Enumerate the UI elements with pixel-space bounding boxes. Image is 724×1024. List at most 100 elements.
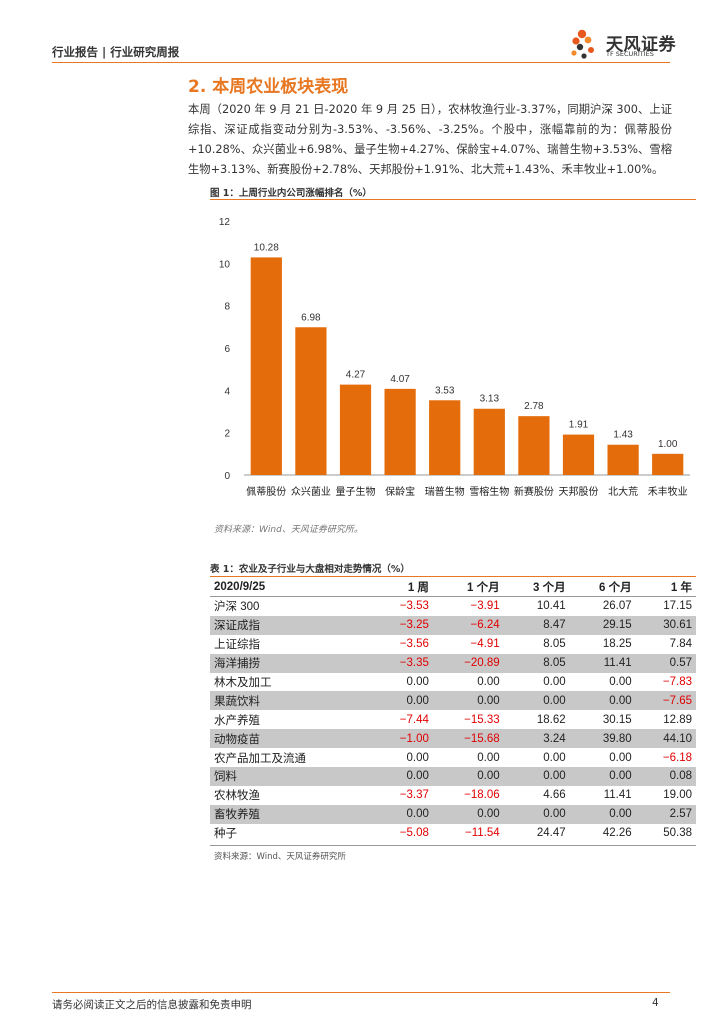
table-cell: −7.83 bbox=[662, 676, 692, 688]
table-row-label: 上证综指 bbox=[214, 639, 260, 652]
table-cell: 0.57 bbox=[635, 653, 696, 673]
report-category: 行业报告 | 行业研究周报 bbox=[52, 45, 180, 59]
table-row-label: 海洋捕捞 bbox=[210, 653, 373, 673]
table-cell: 12.89 bbox=[663, 713, 692, 726]
bar-value-label: 1.43 bbox=[613, 430, 633, 441]
table-cell: 0.00 bbox=[432, 767, 504, 786]
figure-source: 资料来源：Wind、天风证券研究所。 bbox=[214, 525, 363, 535]
table-cell: −1.00 bbox=[372, 729, 433, 749]
y-tick-label: 4 bbox=[224, 386, 230, 397]
x-tick-label: 瑞普生物 bbox=[425, 485, 465, 498]
table-cell: −7.65 bbox=[635, 691, 696, 711]
table-header-cell: 1 个月 bbox=[432, 578, 504, 597]
table-row: 深证成指 −3.25 −6.24 8.47 29.15 30.61 bbox=[210, 615, 696, 635]
table-cell: 0.00 bbox=[406, 676, 429, 688]
bar bbox=[384, 388, 416, 475]
table-cell: −18.06 bbox=[464, 789, 500, 802]
bar bbox=[250, 257, 282, 475]
bar-value-label: 1.00 bbox=[658, 439, 678, 450]
footer-disclaimer: 请务必阅读正文之后的信息披露和免责申明 bbox=[52, 999, 252, 1011]
table-header-cell: 3 个月 bbox=[503, 578, 570, 597]
table-cell: 0.00 bbox=[503, 767, 570, 786]
table-cell: −3.25 bbox=[372, 615, 433, 635]
table-row: 动物疫苗 −1.00 −15.68 3.24 39.80 44.10 bbox=[210, 729, 696, 749]
table-cell: 0.00 bbox=[477, 676, 500, 688]
table-header-cell: 1 年 bbox=[635, 578, 696, 597]
table-row-label: 种子 bbox=[214, 828, 237, 841]
bar bbox=[652, 453, 684, 475]
section-body-paragraph: 本周（2020 年 9 月 21 日-2020 年 9 月 25 日），农林牧渔… bbox=[188, 103, 672, 176]
table-row-label: 动物疫苗 bbox=[210, 729, 373, 749]
table-row: 饲料 0.00 0.00 0.00 0.00 0.08 bbox=[210, 767, 696, 786]
bar bbox=[562, 434, 595, 475]
table-row-label: 农产品加工及流通 bbox=[214, 752, 306, 765]
logo-chinese-name: 天风证券 bbox=[606, 35, 676, 55]
table-row: 农林牧渔 −3.37 −18.06 4.66 11.41 19.00 bbox=[210, 786, 696, 805]
tf-securities-logo-icon bbox=[571, 29, 594, 59]
table-header-cell: 1 周 bbox=[372, 578, 433, 597]
table-title: 表 1：农业及子行业与大盘相对走势情况（%） bbox=[210, 564, 410, 575]
table-row-label: 果蔬饮料 bbox=[210, 691, 373, 711]
table-cell: 0.00 bbox=[503, 691, 570, 711]
table-cell: 11.41 bbox=[569, 653, 636, 673]
table-row-label: 饲料 bbox=[210, 767, 373, 786]
table-cell: 10.41 bbox=[536, 600, 566, 613]
table-cell: −3.37 bbox=[399, 789, 429, 802]
table-bottom-divider bbox=[210, 845, 696, 846]
x-tick-label: 佩蒂股份 bbox=[246, 485, 286, 498]
x-tick-label: 保龄宝 bbox=[385, 485, 415, 498]
table-header-cell: 2020/9/25 bbox=[210, 578, 373, 597]
table-row: 上证综指 −3.56 −4.91 8.05 18.25 7.84 bbox=[210, 635, 696, 654]
bar-value-label: 4.27 bbox=[346, 370, 366, 381]
table-cell: 0.00 bbox=[609, 751, 632, 764]
table-cell: 18.62 bbox=[536, 713, 566, 726]
header-divider bbox=[52, 62, 670, 63]
table-cell: −3.53 bbox=[399, 600, 429, 613]
y-tick-label: 8 bbox=[224, 302, 230, 313]
bar-value-label: 1.91 bbox=[569, 420, 589, 431]
logo-english-name: TF SECURITIES bbox=[606, 50, 654, 58]
table-cell: 26.07 bbox=[602, 600, 632, 613]
table-cell: 4.66 bbox=[543, 789, 566, 802]
table-row: 水产养殖 −7.44 −15.33 18.62 30.15 12.89 bbox=[210, 710, 696, 729]
bar-value-label: 10.28 bbox=[254, 242, 279, 253]
table-cell: 24.47 bbox=[536, 827, 566, 840]
y-tick-label: 6 bbox=[224, 344, 230, 355]
table-cell: 0.00 bbox=[569, 767, 636, 786]
table-cell: 0.00 bbox=[406, 751, 429, 764]
table-cell: 39.80 bbox=[569, 729, 636, 749]
table-cell: 18.25 bbox=[602, 638, 632, 651]
table-header-cell: 6 个月 bbox=[569, 578, 636, 597]
table-cell: 3.24 bbox=[503, 729, 570, 749]
x-tick-label: 北大荒 bbox=[608, 485, 638, 498]
table-cell: 0.00 bbox=[609, 676, 632, 688]
table-cell: 50.38 bbox=[663, 827, 692, 840]
x-tick-label: 天邦股份 bbox=[559, 485, 599, 498]
stock-gain-bar-chart: 0 2 4 6 8 10 12 10.28 佩蒂股份 6.98 众兴菌业 4.27 量子生物 4.07 保龄… bbox=[219, 217, 690, 498]
bar-value-label: 2.78 bbox=[524, 401, 544, 412]
bar-value-label: 6.98 bbox=[301, 312, 321, 323]
table-top-divider bbox=[210, 576, 696, 577]
table-cell: −15.68 bbox=[432, 729, 504, 749]
table-cell: 0.08 bbox=[635, 767, 696, 786]
table-row: 林木及加工 0.00 0.00 0.00 0.00 −7.83 bbox=[210, 673, 696, 692]
table-cell: −20.89 bbox=[432, 653, 504, 673]
table-row-label: 林木及加工 bbox=[214, 677, 272, 689]
table-cell: 8.47 bbox=[503, 615, 570, 635]
page-number: 4 bbox=[652, 997, 659, 1009]
bar bbox=[473, 408, 505, 475]
table-cell: 29.15 bbox=[569, 615, 636, 635]
table-row: 畜牧养殖 0.00 0.00 0.00 0.00 2.57 bbox=[210, 804, 696, 824]
table-cell: 30.15 bbox=[602, 713, 632, 726]
table-cell: −3.35 bbox=[372, 653, 433, 673]
table-cell: 17.15 bbox=[663, 600, 692, 613]
table-cell: −15.33 bbox=[464, 713, 500, 726]
table-cell: 2.57 bbox=[635, 804, 696, 824]
table-source: 资料来源：Wind、天风证券研究所 bbox=[214, 852, 346, 862]
table-cell: 0.00 bbox=[372, 691, 433, 711]
table-cell: −11.54 bbox=[464, 827, 500, 840]
table-row: 沪深 300 −3.53 −3.91 10.41 26.07 17.15 bbox=[210, 597, 696, 616]
bar bbox=[429, 400, 461, 475]
table-row: 种子 −5.08 −11.54 24.47 42.26 50.38 bbox=[210, 824, 696, 843]
